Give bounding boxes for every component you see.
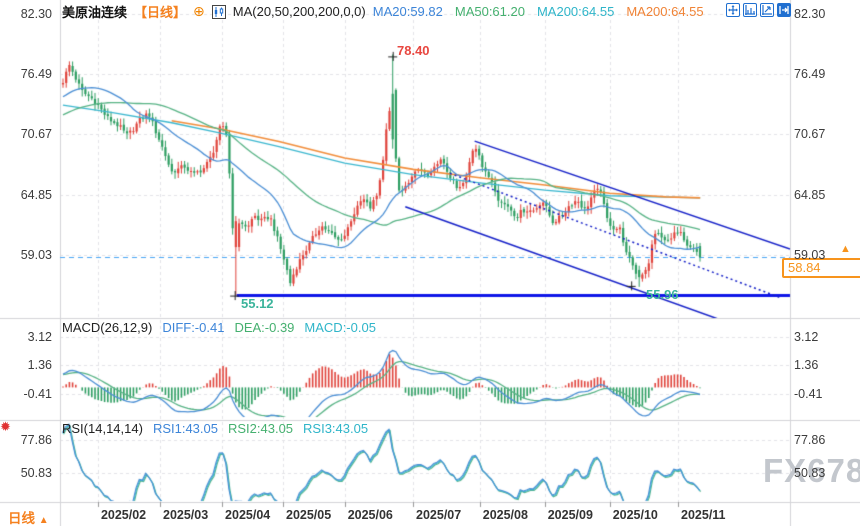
last-price-arrow-icon: ▲ xyxy=(840,243,851,255)
rsi-value-0: RSI1:43.05 xyxy=(152,421,218,436)
add-indicator-icon[interactable]: ⊕ xyxy=(193,3,205,19)
main-y-tick-left-3: 64.85 xyxy=(20,187,52,202)
macd-y-tick-right-0: 3.12 xyxy=(794,330,819,344)
rsi-y-tick-left-1: 50.83 xyxy=(20,466,52,480)
rsi-y-tick-right-1: 50.83 xyxy=(794,466,826,480)
support-price-annotation: 55.12 xyxy=(241,296,274,311)
high-price-annotation: 78.40 xyxy=(397,43,430,58)
ma-value-1: MA50:61.20 xyxy=(454,4,525,19)
last-price-tag: 58.84 xyxy=(782,258,860,278)
x-tick-label-9: 2025/11 xyxy=(681,508,726,522)
collapse-right-icon[interactable] xyxy=(777,3,791,17)
ma-value-3: MA200:64.55 xyxy=(626,4,704,19)
main-y-tick-left-4: 59.03 xyxy=(20,248,52,263)
x-tick-label-0: 2025/02 xyxy=(100,508,147,522)
rsi-y-tick-right-0: 77.86 xyxy=(794,433,826,447)
main-y-tick-left-0: 82.30 xyxy=(20,7,52,21)
ma-settings-label: MA(20,50,200,200,0,0) xyxy=(232,4,366,19)
axis-scale-left-icon[interactable] xyxy=(760,3,774,17)
x-tick-label-8: 2025/10 xyxy=(612,508,658,522)
rsi-value-2: RSI3:43.05 xyxy=(303,421,369,436)
ma-value-0: MA20:59.82 xyxy=(372,4,443,19)
main-y-tick-left-1: 76.49 xyxy=(20,67,52,82)
axis-scale-icon[interactable] xyxy=(743,3,757,17)
timeframe-label: 【日线】 xyxy=(134,5,187,20)
marker-sun-icon: ✹ xyxy=(0,419,11,434)
rsi-header: RSI(14,14,14) RSI1:43.05 RSI2:43.05 RSI3:4… xyxy=(62,421,368,436)
macd-value-2: MACD:-0.05 xyxy=(304,320,376,335)
macd-title: MACD(26,12,9) xyxy=(62,320,153,335)
main-y-tick-right-4: 59.03 xyxy=(794,248,826,263)
x-tick-label-2: 2025/04 xyxy=(225,508,271,522)
rsi-value-1: RSI2:43.05 xyxy=(227,421,294,436)
macd-y-tick-left-2: -0.41 xyxy=(23,387,53,401)
x-tick-label-1: 2025/03 xyxy=(163,508,209,522)
macd-y-tick-right-2: -0.41 xyxy=(794,387,823,401)
rsi-y-tick-left-0: 77.86 xyxy=(20,433,52,447)
main-y-tick-right-0: 82.30 xyxy=(794,7,826,21)
x-tick-label-3: 2025/05 xyxy=(286,508,332,522)
main-y-tick-right-1: 76.49 xyxy=(794,67,826,82)
october-low-annotation: 55.96 xyxy=(646,287,679,302)
macd-y-tick-left-1: 1.36 xyxy=(27,358,52,373)
timeframe-selector-label: 日线 xyxy=(8,511,35,526)
macd-value-1: DEA:-0.39 xyxy=(234,320,295,335)
rsi-values-group: RSI1:43.05 RSI2:43.05 RSI3:43.05 xyxy=(153,421,368,436)
macd-values-group: DIFF:-0.41 DEA:-0.39 MACD:-0.05 xyxy=(162,320,376,335)
chart-toolbar xyxy=(726,3,791,17)
x-tick-label-7: 2025/09 xyxy=(547,508,593,522)
ma-value-2: MA200:64.55 xyxy=(536,4,615,19)
timeframe-dropdown-arrow-icon: ▲ xyxy=(38,515,49,526)
main-y-tick-right-3: 64.85 xyxy=(794,187,826,202)
main-y-tick-left-2: 70.67 xyxy=(20,127,52,142)
x-tick-label-5: 2025/07 xyxy=(416,508,462,522)
macd-header: MACD(26,12,9) DIFF:-0.41 DEA:-0.39 MACD:-0… xyxy=(62,320,376,335)
instrument-name: 美原油连续 xyxy=(62,5,128,20)
macd-y-tick-left-0: 3.12 xyxy=(27,330,52,344)
macd-value-0: DIFF:-0.41 xyxy=(162,320,225,335)
chart-header: 美原油连续 【日线】 ⊕ MA(20,50,200,200,0,0) MA20:… xyxy=(62,3,704,20)
macd-y-tick-right-1: 1.36 xyxy=(794,358,819,373)
ma-values-group: MA20:59.82 MA50:61.20 MA200:64.55 MA200:64.… xyxy=(373,4,704,19)
timeframe-selector[interactable]: 日线 ▲ xyxy=(8,507,49,527)
x-tick-label-6: 2025/08 xyxy=(482,508,528,522)
main-y-tick-right-2: 70.67 xyxy=(794,127,826,142)
candlestick-chart-icon xyxy=(211,4,226,19)
x-tick-label-4: 2025/06 xyxy=(347,508,393,522)
fx678-watermark: FX678 xyxy=(763,452,860,489)
rsi-title: RSI(14,14,14) xyxy=(62,421,143,436)
pan-move-icon[interactable] xyxy=(726,3,740,17)
